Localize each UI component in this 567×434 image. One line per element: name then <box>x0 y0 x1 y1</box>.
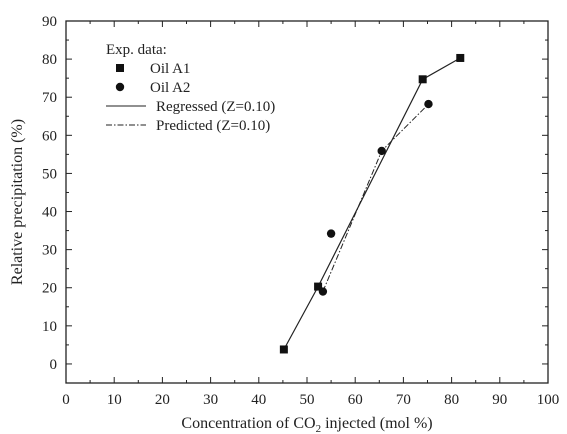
x-tick-label: 100 <box>537 392 560 408</box>
x-axis-label-after: injected (mol %) <box>321 415 433 432</box>
x-tick-label: 70 <box>396 392 411 408</box>
legend-marker-oil-a2 <box>115 82 125 92</box>
x-tick-label: 90 <box>492 392 507 408</box>
y-tick-label: 90 <box>42 14 57 30</box>
data-point-oil-a1 <box>418 75 427 84</box>
y-tick-label: 60 <box>42 128 57 144</box>
legend-label-oil-a2: Oil A2 <box>150 80 190 96</box>
x-axis-label-before: Concentration of CO <box>181 415 315 432</box>
y-axis-label: Relative precipitation (%) <box>9 119 26 285</box>
data-point-oil-a2 <box>326 229 336 238</box>
legend-label-oil-a1: Oil A1 <box>150 61 190 77</box>
legend-label-regressed-z-0-10: Regressed (Z=0.10) <box>156 99 275 115</box>
data-point-oil-a2 <box>377 146 386 156</box>
data-point-oil-a2 <box>318 287 328 296</box>
y-tick-label: 70 <box>42 90 57 106</box>
y-tick-label: 80 <box>42 52 57 68</box>
series-layer <box>279 53 465 354</box>
x-tick-label: 30 <box>203 392 218 408</box>
x-axis-label-sub: 2 <box>316 423 322 434</box>
legend-title: Exp. data: <box>106 42 167 58</box>
x-tick-label: 50 <box>300 392 315 408</box>
series-line-regressed-z-0-10 <box>283 57 461 350</box>
x-tick-label: 60 <box>348 392 363 408</box>
data-point-oil-a1 <box>456 53 465 62</box>
y-tick-label: 50 <box>42 166 57 182</box>
axes: 0 10 20 30 40 50 60 70 80 90 100 0 10 20 30 40 50 60 70 80 9… <box>42 14 559 408</box>
data-point-oil-a2 <box>424 99 433 109</box>
data-point-oil-a1 <box>314 282 323 291</box>
y-tick-label: 40 <box>42 205 57 221</box>
x-tick-label: 80 <box>444 392 459 408</box>
x-tick-label: 40 <box>251 392 266 408</box>
legend-label-predicted-z-0-10: Predicted (Z=0.10) <box>156 118 270 134</box>
x-axis-label: Concentration of CO2 injected (mol %) <box>181 415 432 434</box>
y-tick-label: 10 <box>42 319 57 335</box>
x-tick-label: 20 <box>155 392 170 408</box>
y-tick-label: 20 <box>42 281 57 297</box>
x-tick-label: 10 <box>107 392 122 408</box>
legend-marker-oil-a1 <box>116 64 124 72</box>
y-tick-label: 0 <box>50 357 58 373</box>
y-tick-label: 30 <box>42 243 57 259</box>
x-tick-label: 0 <box>62 392 70 408</box>
data-point-oil-a1 <box>279 345 288 354</box>
legend: Exp. data: Oil A1 Oil A2 Regressed (Z=0.10)… <box>106 42 275 134</box>
